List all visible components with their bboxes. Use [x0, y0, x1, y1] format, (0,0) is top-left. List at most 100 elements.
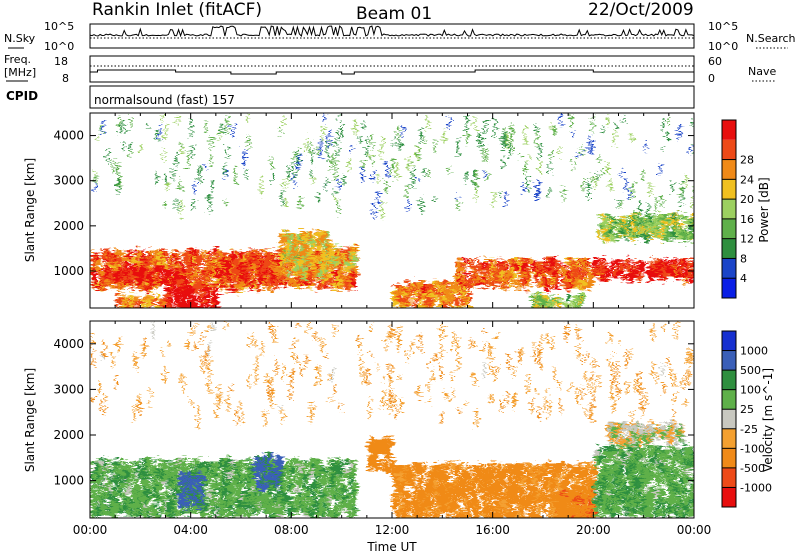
data-cell — [304, 501, 308, 506]
data-cell — [282, 276, 287, 281]
data-cell — [677, 265, 680, 275]
data-cell — [220, 498, 225, 507]
data-cell — [372, 170, 374, 182]
data-cell — [417, 147, 420, 161]
data-cell — [443, 290, 448, 299]
data-cell — [128, 271, 134, 281]
data-cell — [661, 234, 666, 241]
data-cell — [210, 154, 212, 166]
data-cell — [287, 165, 290, 180]
data-cell — [93, 278, 97, 286]
data-cell — [549, 266, 553, 273]
data-cell — [249, 281, 253, 290]
data-cell — [679, 260, 682, 266]
data-cell — [165, 466, 169, 472]
data-cell — [154, 457, 160, 461]
noise-tick-low-left: 10^0 — [44, 40, 74, 53]
data-cell — [181, 145, 184, 154]
data-cell — [185, 493, 190, 499]
data-cell — [665, 264, 668, 272]
data-cell — [646, 217, 651, 226]
noise-panel: N.Sky 10^5 10^0 10^5 10^0 N.Search — [4, 20, 796, 53]
data-cell — [113, 509, 118, 518]
data-cell — [596, 172, 599, 180]
data-cell — [284, 494, 288, 503]
data-cell — [107, 267, 110, 272]
data-cell — [538, 293, 542, 302]
noise-tick-high-left: 10^5 — [44, 20, 74, 33]
data-cell — [222, 257, 226, 265]
data-cell — [536, 281, 540, 286]
data-cell — [142, 479, 147, 488]
data-cell — [327, 460, 330, 469]
data-cell — [175, 283, 179, 287]
data-cell — [122, 462, 127, 468]
data-cell — [646, 224, 650, 229]
data-cell — [544, 305, 548, 308]
data-cell — [200, 511, 206, 518]
data-cell — [269, 255, 274, 260]
data-cell — [534, 259, 538, 265]
data-cell — [155, 172, 158, 185]
data-cell — [180, 289, 183, 293]
cpid-program: normalsound (fast) 157 — [94, 93, 235, 107]
data-cell — [339, 473, 343, 482]
data-cell — [304, 277, 308, 282]
data-cell — [238, 472, 243, 480]
data-cell — [143, 297, 147, 305]
data-cell — [670, 222, 674, 226]
data-cell — [113, 252, 117, 261]
data-cell — [371, 153, 374, 166]
freq-label-1: Freq. — [4, 53, 31, 66]
data-cell — [485, 273, 489, 279]
data-cell — [90, 511, 93, 518]
data-cell — [106, 282, 111, 286]
data-cell — [298, 231, 302, 237]
data-cell — [323, 240, 326, 247]
data-cell — [298, 464, 303, 472]
data-cell — [228, 467, 232, 474]
data-cell — [537, 181, 539, 200]
data-cell — [216, 488, 220, 492]
power-xticks — [89, 113, 695, 308]
data-cell — [131, 261, 136, 267]
data-cell — [504, 265, 509, 271]
data-cell — [506, 271, 510, 281]
data-cell — [209, 195, 211, 213]
data-cell — [253, 502, 258, 508]
beam-title: Beam 01 — [356, 4, 432, 24]
data-cell — [304, 244, 309, 252]
data-cell — [318, 194, 320, 204]
data-cell — [241, 282, 246, 291]
data-cell — [122, 257, 127, 261]
data-cell — [92, 485, 95, 490]
data-cell — [190, 261, 194, 268]
data-cell — [674, 213, 677, 218]
data-cell — [124, 295, 127, 302]
data-cell — [272, 493, 277, 500]
data-cell — [134, 482, 138, 489]
data-cell — [150, 257, 155, 265]
data-cell — [211, 260, 216, 269]
data-cell — [124, 472, 128, 481]
data-cell — [465, 172, 467, 177]
data-cell — [443, 131, 445, 145]
data-cell — [570, 302, 575, 308]
data-cell — [340, 256, 345, 261]
data-cell — [343, 509, 346, 513]
data-cell — [153, 503, 157, 512]
data-cell — [187, 462, 190, 467]
data-cell — [334, 464, 338, 473]
data-cell — [456, 260, 462, 265]
data-cell — [181, 461, 185, 470]
data-cell — [322, 283, 325, 287]
data-cell — [675, 232, 681, 240]
data-cell — [231, 512, 235, 518]
data-cell — [358, 136, 361, 143]
station-title: Rankin Inlet (fitACF) — [92, 0, 262, 20]
data-cell — [210, 496, 216, 505]
data-cell — [623, 116, 626, 123]
data-cell — [129, 256, 134, 263]
data-cell — [268, 271, 271, 276]
data-cell — [257, 509, 260, 518]
